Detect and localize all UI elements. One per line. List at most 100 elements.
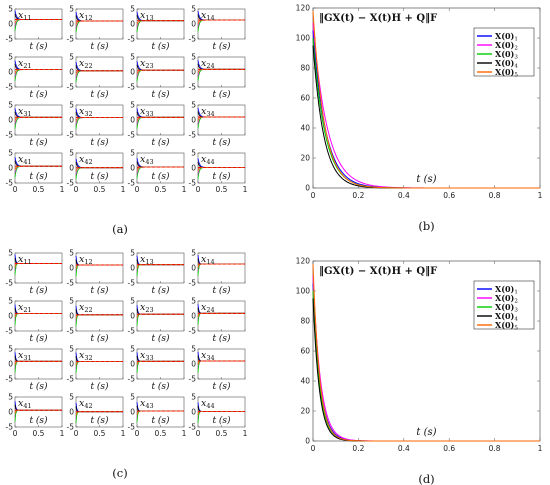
legend-label-base: X(0) [495, 320, 515, 330]
legend-label-sub: 1 [514, 290, 518, 296]
subplot-label: x22 [79, 58, 93, 70]
subplot-label-sub: 44 [206, 402, 214, 410]
y-tick-label: 5 [191, 297, 196, 306]
legend-label-sub: 4 [514, 64, 518, 70]
subplot-label: x31 [18, 106, 32, 118]
y-tick-label: -5 [189, 279, 197, 288]
subplot-frame [197, 348, 246, 380]
x-tick-label: 0.5 [155, 429, 167, 438]
x-tick-label: 0.5 [33, 185, 45, 194]
y-tick-label: 0 [305, 184, 310, 193]
x-tick-label: 0.5 [33, 429, 45, 438]
y-tick-label: 0 [191, 116, 196, 125]
x-axis-label: t (s) [29, 381, 48, 392]
subplot-label-sub: 34 [206, 110, 214, 118]
y-tick-label: -5 [67, 279, 75, 288]
subplot-label: x42 [79, 398, 93, 410]
y-tick-label: 5 [8, 149, 13, 158]
subplot-label: x24 [201, 302, 215, 314]
y-tick-label: 5 [130, 5, 135, 14]
subplot-x32: 5 0 -5 x32 t (s) [67, 345, 124, 392]
y-tick-label: 0 [8, 264, 13, 273]
y-tick-label: -5 [128, 83, 136, 92]
subplot-frame [75, 104, 124, 136]
subplot-label: x31 [18, 350, 32, 362]
x-axis-label: t (s) [151, 171, 170, 182]
subplot-x34: 5 0 -5 x34 t (s) [189, 345, 246, 392]
y-tick-label: 0 [69, 408, 74, 417]
y-tick-label: 5 [8, 393, 13, 402]
subplot-frame [197, 104, 246, 136]
subplot-label-sub: 23 [145, 306, 153, 314]
subplot-label-base: x [201, 302, 207, 313]
subplot-label: x21 [18, 58, 32, 70]
subplot-frame [14, 396, 63, 428]
subplot-x23: 5 0 -5 x23 t (s) [128, 297, 185, 344]
y-tick-label: 5 [191, 5, 196, 14]
subplot-label-sub: 24 [206, 62, 214, 70]
subplot-label-base: x [201, 254, 207, 265]
subplot-label: x44 [201, 398, 215, 410]
subplot-x34: 5 0 -5 x34 t (s) [189, 101, 246, 148]
legend-label-sub: 3 [514, 55, 518, 61]
subplot-label: x14 [201, 10, 215, 22]
legend-label-2: X(0)2 [495, 293, 518, 305]
y-tick-label: 100 [296, 34, 311, 43]
subplot-label-base: x [140, 10, 146, 21]
subplot-label: x21 [18, 302, 32, 314]
series-line-5 [312, 263, 540, 442]
subplot-label-sub: 14 [206, 258, 214, 266]
y-tick-label: -5 [128, 423, 136, 432]
legend-label-sub: 5 [514, 326, 518, 332]
x-tick-label: 1 [538, 444, 543, 453]
subplot-x13: 5 0 -5 x13 t (s) [128, 5, 185, 52]
y-tick-label: -5 [6, 375, 14, 384]
subplot-label-base: x [18, 302, 24, 313]
legend-label-base: X(0) [495, 40, 515, 50]
y-tick-label: 5 [8, 297, 13, 306]
legend-label-sub: 3 [514, 308, 518, 314]
y-tick-label: -5 [6, 83, 14, 92]
subplot-label-base: x [140, 106, 146, 117]
subplot-frame [197, 252, 246, 284]
x-axis-label: t (s) [90, 41, 109, 52]
x-tick-label: 1 [243, 429, 248, 438]
legend: X(0)1X(0)2X(0)3X(0)4X(0)5 [473, 280, 535, 332]
subplot-label-sub: 11 [23, 258, 31, 266]
y-tick-label: 0 [69, 116, 74, 125]
x-tick-label: 0.5 [94, 185, 106, 194]
x-tick-label: 0 [135, 429, 140, 438]
subplot-label-base: x [79, 58, 85, 69]
subplot-frame [14, 300, 63, 332]
subplot-label: x23 [140, 58, 154, 70]
subplot-label-base: x [79, 10, 85, 21]
subplot-label: x13 [140, 254, 154, 266]
x-axis-label: t (s) [416, 427, 436, 438]
subplot-label-sub: 23 [145, 62, 153, 70]
y-tick-label: 5 [69, 5, 74, 14]
y-tick-label: -5 [189, 35, 197, 44]
y-tick-label: -5 [6, 279, 14, 288]
x-axis-label: t (s) [151, 41, 170, 52]
y-tick-label: -5 [189, 327, 197, 336]
y-tick-label: 40 [300, 124, 310, 133]
subplot-label-sub: 42 [84, 158, 92, 166]
subplot-label: x24 [201, 58, 215, 70]
subplot-label: x11 [18, 10, 32, 22]
legend-label-base: X(0) [495, 67, 515, 77]
subplot-label-base: x [18, 154, 24, 165]
x-axis-label: t (s) [29, 41, 48, 52]
y-tick-label: 0 [191, 20, 196, 29]
subplot-label-sub: 21 [23, 306, 31, 314]
subplot-label-sub: 43 [145, 402, 153, 410]
x-tick-label: 1 [182, 185, 187, 194]
y-tick-label: 5 [191, 345, 196, 354]
y-tick-label: -5 [128, 35, 136, 44]
y-tick-label: -5 [67, 327, 75, 336]
subplot-label-base: x [18, 58, 24, 69]
legend-label-base: X(0) [495, 49, 515, 59]
